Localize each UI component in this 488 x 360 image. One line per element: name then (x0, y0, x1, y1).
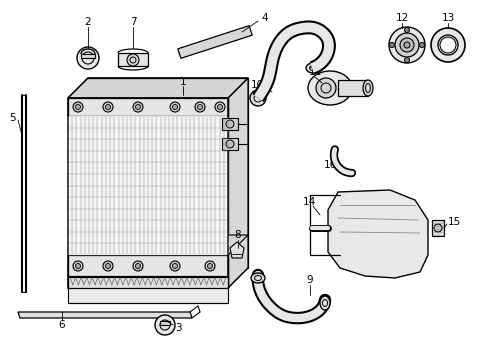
Circle shape (133, 261, 142, 271)
Bar (222, 138, 238, 150)
Circle shape (195, 102, 204, 112)
Circle shape (207, 264, 212, 269)
Polygon shape (68, 78, 247, 98)
Circle shape (155, 315, 175, 335)
Circle shape (75, 104, 81, 109)
Bar (68, 276, 227, 288)
Polygon shape (68, 235, 247, 255)
Circle shape (103, 102, 113, 112)
Circle shape (433, 224, 441, 232)
Circle shape (170, 261, 180, 271)
Bar (68, 277, 227, 303)
Circle shape (389, 42, 394, 48)
Text: 4: 4 (261, 13, 268, 23)
Ellipse shape (305, 63, 319, 73)
Polygon shape (18, 312, 192, 318)
Circle shape (225, 120, 234, 128)
Circle shape (127, 54, 139, 66)
Circle shape (403, 42, 409, 48)
Bar (337, 80, 367, 96)
Circle shape (388, 27, 424, 63)
Bar (160, 321, 170, 325)
Bar (68, 98, 227, 288)
Text: 9: 9 (306, 275, 313, 285)
Bar (431, 220, 443, 236)
Circle shape (197, 104, 202, 109)
Polygon shape (178, 26, 252, 58)
Polygon shape (68, 78, 247, 98)
Circle shape (430, 28, 464, 62)
Ellipse shape (250, 273, 264, 283)
Text: 14: 14 (302, 197, 315, 207)
Circle shape (404, 58, 408, 63)
Circle shape (172, 104, 177, 109)
Circle shape (437, 35, 457, 55)
Circle shape (75, 264, 81, 269)
Circle shape (225, 140, 234, 148)
Text: 16: 16 (323, 160, 336, 170)
Bar (222, 118, 238, 130)
Text: 2: 2 (84, 17, 91, 27)
Text: 11: 11 (308, 67, 321, 77)
Ellipse shape (307, 71, 351, 105)
Circle shape (73, 261, 83, 271)
Circle shape (315, 78, 335, 98)
Text: 5: 5 (10, 113, 16, 123)
Circle shape (77, 47, 99, 69)
Circle shape (172, 264, 177, 269)
Text: 15: 15 (447, 217, 460, 227)
Text: 8: 8 (234, 230, 241, 240)
Circle shape (133, 102, 142, 112)
Polygon shape (229, 242, 244, 258)
Ellipse shape (319, 296, 329, 310)
Bar (68, 255, 227, 277)
Circle shape (419, 42, 424, 48)
Circle shape (105, 264, 110, 269)
Text: 10: 10 (250, 80, 263, 90)
Polygon shape (327, 190, 427, 278)
Bar (68, 98, 227, 116)
Circle shape (105, 104, 110, 109)
Circle shape (135, 104, 140, 109)
Bar (68, 98, 227, 288)
Text: 12: 12 (395, 13, 408, 23)
Text: 7: 7 (129, 17, 136, 27)
Text: 6: 6 (59, 320, 65, 330)
Ellipse shape (362, 80, 372, 96)
Circle shape (394, 33, 418, 57)
Circle shape (217, 104, 222, 109)
Bar (81, 54, 95, 58)
Circle shape (215, 102, 224, 112)
Circle shape (204, 261, 215, 271)
Polygon shape (227, 78, 247, 288)
Circle shape (170, 102, 180, 112)
Circle shape (249, 90, 265, 106)
Polygon shape (68, 98, 227, 288)
Text: 13: 13 (441, 13, 454, 23)
Circle shape (135, 264, 140, 269)
Text: 3: 3 (174, 323, 181, 333)
Bar (68, 116, 227, 255)
Circle shape (399, 38, 413, 52)
Circle shape (73, 102, 83, 112)
Circle shape (404, 27, 408, 32)
Polygon shape (118, 53, 148, 66)
Circle shape (103, 261, 113, 271)
Text: 1: 1 (179, 77, 186, 87)
